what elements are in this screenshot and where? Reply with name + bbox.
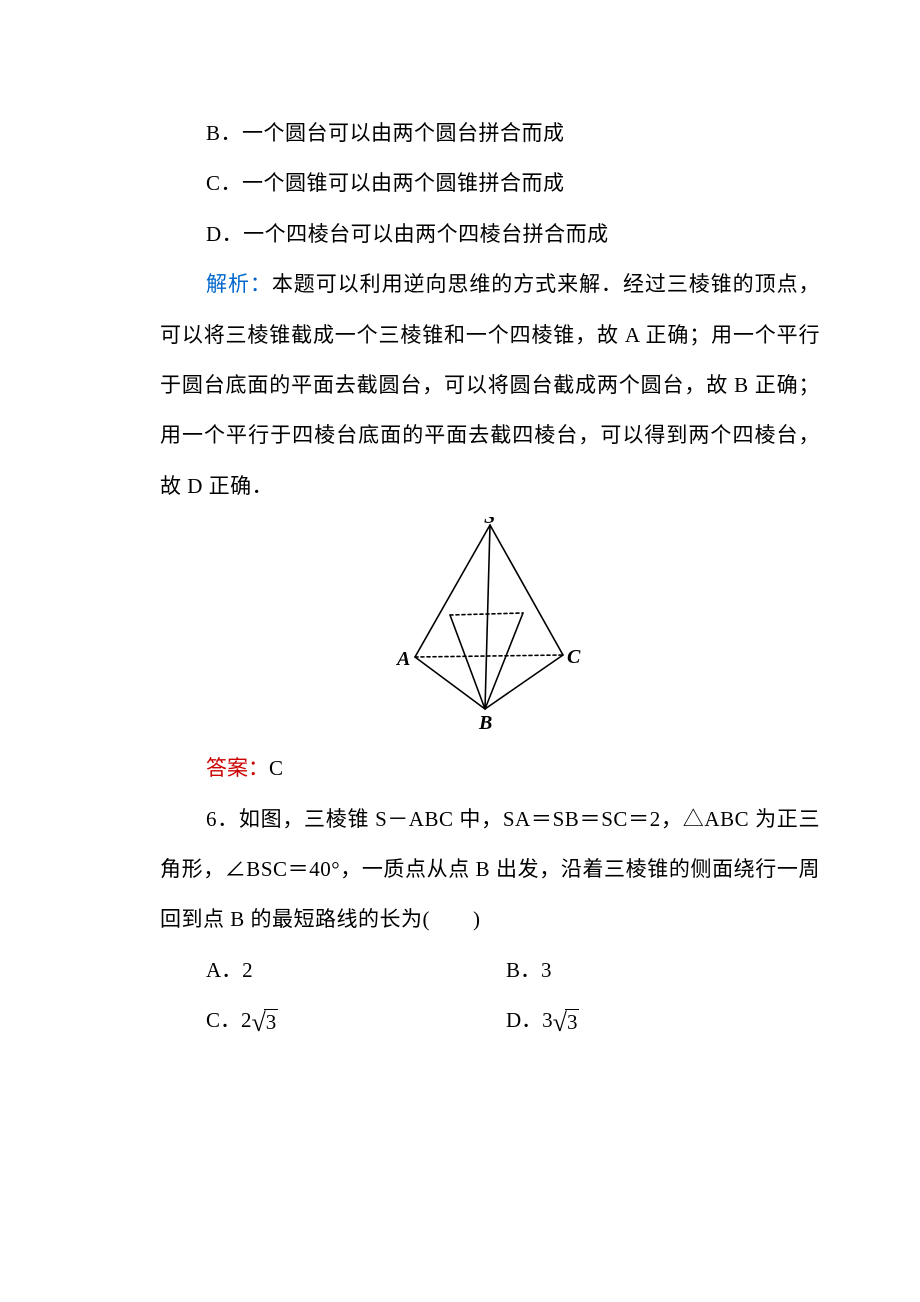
explain-text: 本题可以利用逆向思维的方式来解．经过三棱锥的顶点，可以将三棱锥截成一个三棱锥和一… <box>160 272 820 498</box>
answer-label: 答案： <box>206 756 269 780</box>
q6-option-c: C．2√3 <box>206 995 506 1045</box>
q6-d-prefix: D． <box>506 1008 542 1032</box>
q6-a-prefix: A． <box>206 958 242 982</box>
svg-text:B: B <box>478 712 492 732</box>
q6-b-value: 3 <box>541 958 552 982</box>
svg-text:C: C <box>567 646 581 668</box>
explain-label: 解析： <box>206 272 272 296</box>
svg-text:A: A <box>395 648 410 670</box>
q6-option-d: D．3√3 <box>506 995 579 1045</box>
answer-line: 答案：C <box>160 743 820 793</box>
q6-d-rad: 3 <box>565 1009 580 1033</box>
q6-a-value: 2 <box>242 958 253 982</box>
q6-c-coef: 2 <box>241 1008 252 1032</box>
option-c: C．一个圆锥可以由两个圆锥拼合而成 <box>160 158 820 208</box>
q6-option-b: B．3 <box>506 945 552 995</box>
option-d: D．一个四棱台可以由两个四棱台拼合而成 <box>160 209 820 259</box>
q6-options-row1: A．2 B．3 <box>160 945 820 995</box>
q6-d-coef: 3 <box>542 1008 553 1032</box>
sqrt-sign-icon: √ <box>252 1010 266 1036</box>
q6-options-row2: C．2√3 D．3√3 <box>160 995 820 1045</box>
question-6: 6．如图，三棱锥 S－ABC 中，SA＝SB＝SC＝2，△ABC 为正三角形，∠… <box>160 794 820 945</box>
q6-b-prefix: B． <box>506 958 541 982</box>
q6-option-a: A．2 <box>206 945 506 995</box>
answer-value: C <box>269 756 283 780</box>
figure-tetrahedron: S A B C <box>160 517 820 737</box>
sqrt-d: √3 <box>553 1009 580 1035</box>
sqrt-c: √3 <box>252 1009 279 1035</box>
q6-text: 6．如图，三棱锥 S－ABC 中，SA＝SB＝SC＝2，△ABC 为正三角形，∠… <box>160 807 820 932</box>
svg-text:S: S <box>484 517 495 528</box>
explanation-paragraph: 解析：本题可以利用逆向思维的方式来解．经过三棱锥的顶点，可以将三棱锥截成一个三棱… <box>160 259 820 511</box>
option-b: B．一个圆台可以由两个圆台拼合而成 <box>160 108 820 158</box>
q6-c-prefix: C． <box>206 1008 241 1032</box>
sqrt-sign-icon: √ <box>553 1010 567 1036</box>
